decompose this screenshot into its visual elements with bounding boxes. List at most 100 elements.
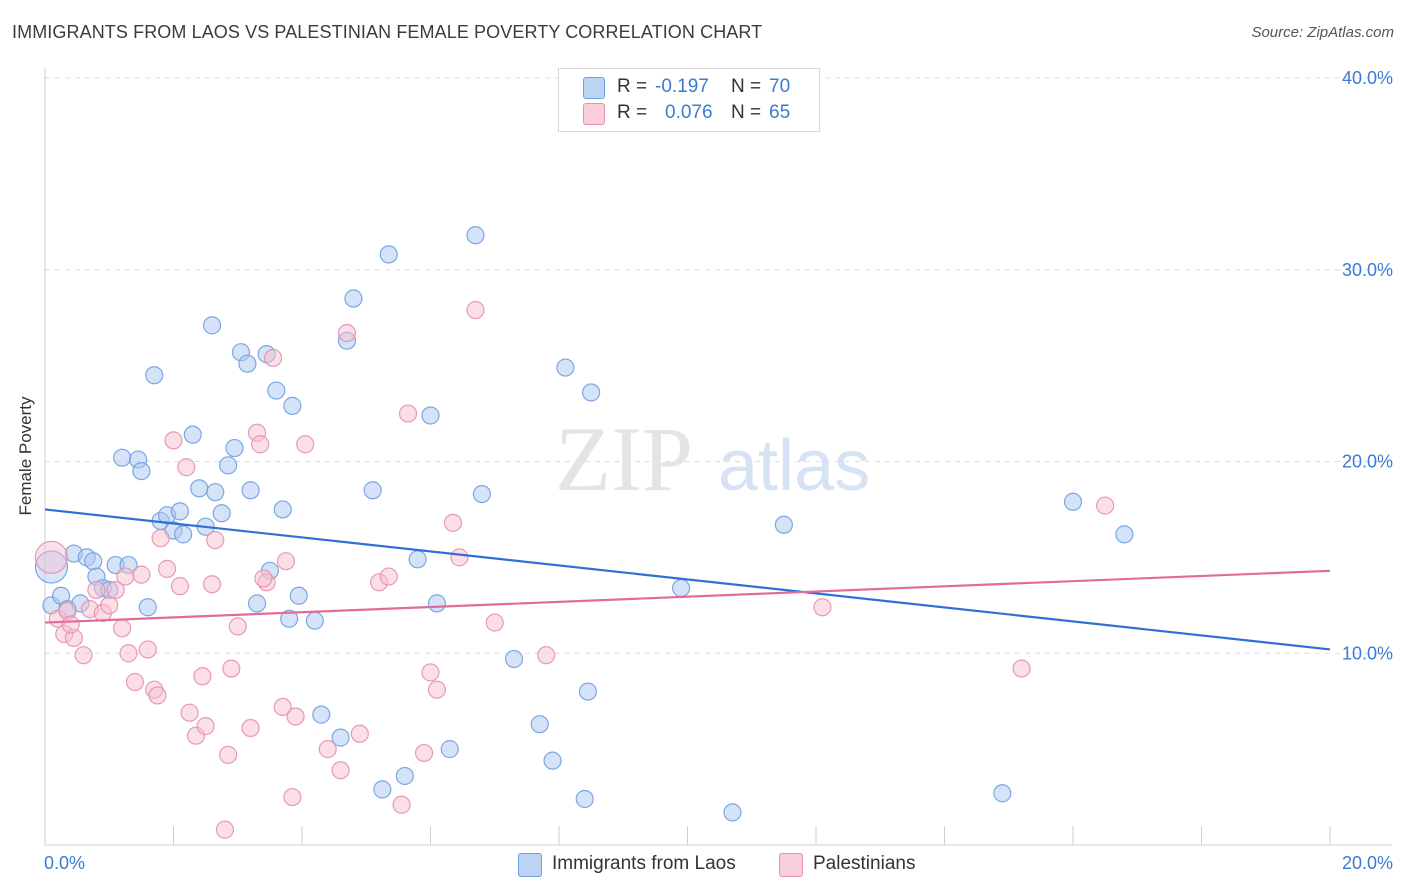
data-point (421, 406, 440, 425)
data-point (148, 686, 167, 705)
data-point (145, 366, 164, 385)
palestinians-legend-swatch (779, 853, 803, 877)
y-tick-label: 20.0% (1342, 452, 1393, 472)
data-point (215, 820, 234, 839)
series-pink (34, 300, 1115, 839)
data-point (392, 795, 411, 814)
data-point (170, 577, 190, 596)
n-value: 65 (769, 102, 791, 123)
stats-box: R = -0.197 N = 70 R = 0.076 N = 65 (558, 68, 820, 132)
data-point (774, 515, 793, 534)
data-point (578, 682, 598, 701)
data-point (813, 598, 832, 617)
data-point (119, 644, 138, 663)
data-point (350, 724, 369, 743)
data-point (582, 383, 601, 402)
data-point (225, 438, 244, 458)
data-point (472, 484, 491, 504)
data-point (164, 431, 183, 450)
tick-label-layer: 10.0% 20.0% 30.0% 40.0% 0.0% 20.0% (44, 68, 1393, 873)
data-point (219, 745, 238, 764)
data-point (1063, 492, 1083, 511)
series-blue (34, 226, 1134, 822)
watermark: ZIP atlas (555, 408, 870, 510)
data-point (671, 578, 691, 598)
data-point (723, 803, 742, 822)
y-tick-label: 40.0% (1342, 68, 1393, 88)
data-point (74, 646, 93, 665)
data-point (283, 787, 302, 807)
data-point (296, 435, 315, 454)
data-point (373, 780, 392, 799)
data-point (180, 703, 199, 722)
data-point (157, 559, 177, 578)
data-point (34, 550, 69, 584)
data-point (125, 672, 145, 692)
data-point (1096, 496, 1115, 515)
data-point (421, 663, 440, 682)
data-point (286, 707, 305, 726)
n-value: 70 (769, 76, 791, 97)
grid-layer (45, 77, 1392, 654)
data-point (183, 425, 202, 444)
data-point (379, 567, 398, 586)
data-point (206, 483, 225, 502)
data-point (202, 575, 222, 594)
data-point (193, 667, 212, 686)
data-point (1115, 525, 1134, 544)
data-point (556, 358, 575, 377)
data-point (363, 481, 382, 500)
legend-label-palestinians: Palestinians (813, 853, 916, 874)
data-point (344, 289, 363, 308)
data-point (254, 569, 273, 588)
n-label: N = (731, 76, 762, 97)
data-point (219, 456, 238, 475)
data-point (331, 728, 350, 747)
data-point (106, 580, 125, 600)
data-point (263, 348, 283, 368)
data-point (395, 766, 414, 786)
data-point (212, 504, 231, 523)
data-point (427, 594, 447, 613)
legend: Immigrants from Laos Palestinians (0, 852, 1406, 877)
data-point (1012, 659, 1031, 678)
data-point (414, 743, 434, 763)
data-point (530, 715, 549, 734)
data-point (228, 617, 247, 636)
data-point (251, 435, 270, 454)
data-point (443, 513, 463, 532)
data-point (276, 552, 296, 571)
data-point (289, 586, 308, 605)
data-point (337, 323, 357, 343)
points-layer (34, 226, 1134, 839)
source-label: Source: ZipAtlas.com (1251, 24, 1394, 41)
data-point (170, 502, 190, 521)
laos-swatch (583, 77, 605, 99)
data-point (379, 245, 398, 264)
y-tick-label: 10.0% (1342, 643, 1393, 663)
data-point (466, 300, 485, 320)
palestinians-swatch (583, 103, 605, 125)
r-label: R = (617, 76, 648, 97)
y-tick-label: 30.0% (1342, 260, 1393, 280)
data-point (247, 594, 267, 613)
data-point (450, 548, 469, 567)
data-point (241, 718, 260, 738)
data-point (116, 567, 135, 586)
data-point (440, 740, 459, 759)
data-point (174, 525, 193, 544)
data-point (222, 659, 241, 678)
data-point (177, 458, 196, 477)
data-point (427, 680, 447, 699)
r-value: 0.076 (665, 102, 713, 123)
trend-layer (44, 508, 1331, 651)
x-tick-label-max: 20.0% (1342, 853, 1393, 873)
data-point (993, 784, 1012, 803)
data-point (100, 596, 119, 615)
data-point (112, 619, 132, 638)
data-point (398, 404, 418, 423)
data-point (132, 461, 151, 481)
data-point (267, 381, 286, 400)
axis-layer (44, 68, 1392, 846)
